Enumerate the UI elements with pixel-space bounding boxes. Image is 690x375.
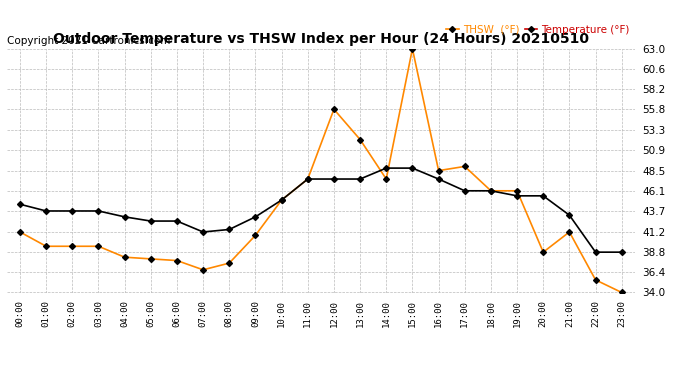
THSW  (°F) <box>121 255 129 260</box>
Temperature (°F) <box>251 214 259 219</box>
Temperature (°F) <box>618 250 626 254</box>
Temperature (°F) <box>199 230 207 234</box>
Temperature (°F) <box>225 227 233 232</box>
Line: Temperature (°F): Temperature (°F) <box>18 166 624 254</box>
Title: Outdoor Temperature vs THSW Index per Hour (24 Hours) 20210510: Outdoor Temperature vs THSW Index per Ho… <box>53 32 589 46</box>
Temperature (°F) <box>513 194 521 198</box>
Temperature (°F) <box>172 219 181 223</box>
THSW  (°F) <box>618 290 626 295</box>
THSW  (°F) <box>68 244 77 249</box>
THSW  (°F) <box>435 168 443 173</box>
Temperature (°F) <box>408 166 417 170</box>
THSW  (°F) <box>565 230 573 234</box>
THSW  (°F) <box>147 256 155 261</box>
THSW  (°F) <box>330 107 338 111</box>
THSW  (°F) <box>225 261 233 266</box>
Temperature (°F) <box>16 202 24 207</box>
Temperature (°F) <box>435 177 443 181</box>
Temperature (°F) <box>42 209 50 213</box>
Temperature (°F) <box>121 214 129 219</box>
Temperature (°F) <box>356 177 364 181</box>
THSW  (°F) <box>277 198 286 202</box>
THSW  (°F) <box>591 278 600 282</box>
Temperature (°F) <box>486 189 495 193</box>
Temperature (°F) <box>565 213 573 217</box>
Legend: THSW  (°F), Temperature (°F): THSW (°F), Temperature (°F) <box>446 25 629 35</box>
Temperature (°F) <box>591 250 600 254</box>
THSW  (°F) <box>304 177 312 181</box>
THSW  (°F) <box>461 164 469 169</box>
Temperature (°F) <box>461 189 469 193</box>
Text: Copyright 2021 Cartronics.com: Copyright 2021 Cartronics.com <box>7 36 170 46</box>
THSW  (°F) <box>42 244 50 249</box>
Temperature (°F) <box>95 209 103 213</box>
Temperature (°F) <box>382 166 391 170</box>
THSW  (°F) <box>95 244 103 249</box>
THSW  (°F) <box>513 189 521 193</box>
Temperature (°F) <box>539 194 547 198</box>
Temperature (°F) <box>277 198 286 202</box>
THSW  (°F) <box>251 233 259 238</box>
THSW  (°F) <box>199 267 207 272</box>
THSW  (°F) <box>356 137 364 142</box>
Line: THSW  (°F): THSW (°F) <box>18 46 624 295</box>
Temperature (°F) <box>330 177 338 181</box>
THSW  (°F) <box>172 258 181 263</box>
Temperature (°F) <box>68 209 77 213</box>
THSW  (°F) <box>539 250 547 254</box>
Temperature (°F) <box>304 177 312 181</box>
Temperature (°F) <box>147 219 155 223</box>
THSW  (°F) <box>382 177 391 181</box>
THSW  (°F) <box>16 230 24 234</box>
THSW  (°F) <box>408 46 417 51</box>
THSW  (°F) <box>486 189 495 193</box>
